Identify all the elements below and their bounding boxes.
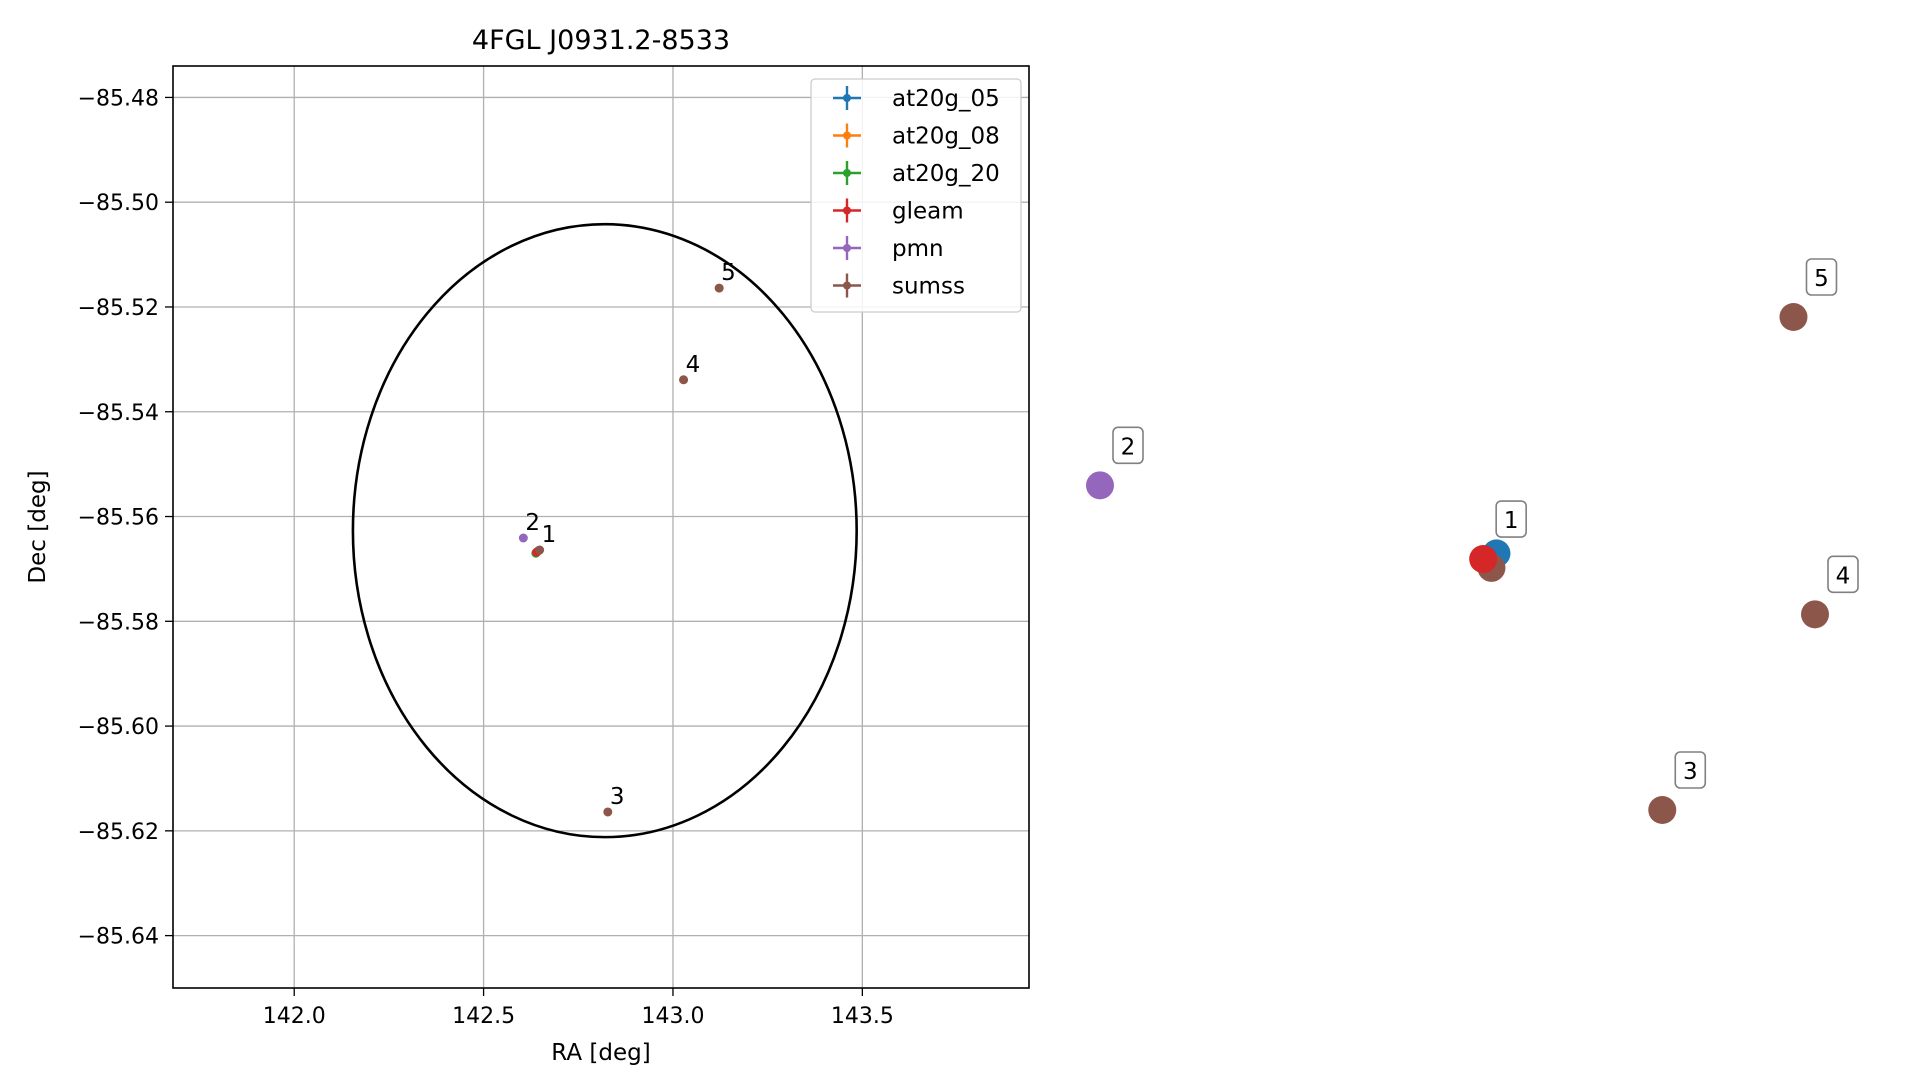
legend-label: pmn [892,236,944,262]
association-point-sumss [1801,600,1829,629]
points: 2 1 3 4 5 [518,260,736,817]
legend-label: at20g_20 [892,161,1000,187]
association-badge: 2 [1112,426,1144,465]
y-tick-label: −85.64 [78,925,159,950]
legend-label: gleam [892,199,964,225]
chart-title: 4FGL J0931.2-8533 [472,25,730,56]
association-point-sumss [1648,796,1677,824]
y-tick-label: −85.60 [78,715,159,740]
grid [173,66,1029,988]
legend-entry-at20g_05: at20g_05 [833,86,1000,112]
y-tick-label: −85.56 [78,506,159,531]
x-tick-label: 143.5 [831,1004,894,1029]
error-ellipse-layer [351,222,858,839]
y-tick-label: −85.62 [78,820,159,845]
association-point-sumss [1779,303,1808,331]
badge-box [1674,751,1707,789]
association-badge: 4 [1827,555,1859,594]
badge-box [1495,500,1527,538]
source-number-label: 1 [542,522,557,548]
legend-entry-at20g_08: at20g_08 [833,123,1000,150]
badge-box [1827,555,1859,594]
badge-number: 5 [1814,266,1829,292]
association-badge: 5 [1805,258,1838,296]
legend-marker [843,169,851,177]
legend-label: sumss [892,274,965,300]
association-badge: 3 [1674,751,1707,789]
badge-number: 2 [1121,434,1136,460]
source-point-sumss [535,545,545,555]
y-tick-label: −85.58 [78,610,159,635]
source-number-label: 5 [721,260,736,286]
y-tick-label: −85.50 [78,191,159,216]
legend-label: at20g_05 [892,86,1000,112]
legend-marker [843,244,851,252]
source-point-pmn [518,533,528,543]
badge-box [1112,426,1144,465]
badge-box [1805,258,1838,296]
legend-marker [843,131,851,140]
association-point-gleam [1469,545,1498,574]
y-axis-label: Dec [deg] [25,470,51,583]
association-point-pmn [1086,471,1114,500]
error-ellipse [351,222,858,839]
x-tick-label: 142.0 [263,1004,326,1029]
badge-number: 1 [1504,508,1519,534]
x-tick-label: 143.0 [641,1004,704,1029]
legend-marker [843,206,851,215]
y-tick-label: −85.54 [78,401,159,426]
axes-frame [172,65,1030,989]
x-axis-label: RA [deg] [551,1040,650,1066]
y-tick-label: −85.52 [78,296,159,321]
association-badge: 1 [1495,500,1527,538]
source-number-label: 2 [525,510,540,536]
legend-entry-pmn: pmn [833,236,944,262]
legend-box [810,78,1022,313]
y-tick-label: −85.48 [78,86,159,111]
source-point-sumss [714,283,724,293]
legend-entry-gleam: gleam [833,198,964,225]
badge-number: 4 [1836,563,1851,589]
legend-marker [843,281,851,290]
source-number-label: 3 [610,784,625,810]
legend-entry-at20g_20: at20g_20 [833,161,1000,187]
axis-ticks: 142.0 142.5 143.0 143.5 −85.48 −85.50 −85.52 −8… [78,86,894,1029]
source-point-sumss [603,807,613,817]
source-number-label: 4 [686,352,701,378]
x-tick-label: 142.5 [452,1004,515,1029]
source-point-sumss [679,375,689,385]
secondary-panel: 2 3 4 5 1 [1086,258,1859,824]
legend-marker [843,94,851,102]
legend-entry-sumss: sumss [833,273,965,300]
badge-number: 3 [1683,759,1698,785]
legend-label: at20g_08 [892,124,1000,150]
